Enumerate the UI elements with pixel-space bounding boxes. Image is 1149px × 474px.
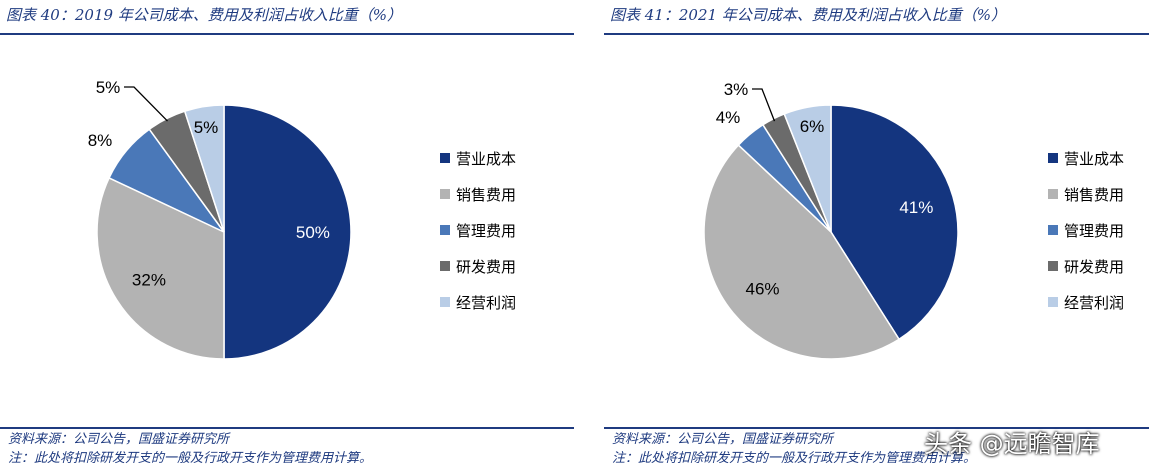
legend-swatch <box>1048 153 1058 163</box>
source-rule <box>604 427 1149 429</box>
legend-swatch <box>440 225 450 235</box>
legend-swatch <box>1048 297 1058 307</box>
leader-line <box>752 88 776 122</box>
legend-label: 研发费用 <box>1064 258 1124 276</box>
slice-label: 8% <box>88 131 113 150</box>
slice-label: 32% <box>132 271 166 290</box>
legend-swatch <box>1048 261 1058 271</box>
legend-swatch <box>1048 189 1058 199</box>
legend-label: 研发费用 <box>456 258 516 276</box>
slice-label: 3% <box>724 80 749 99</box>
legend-swatch <box>1048 225 1058 235</box>
source-text: 资料来源：公司公告，国盛证券研究所 <box>8 432 230 447</box>
legend-label: 销售费用 <box>456 186 516 204</box>
legend-label: 管理费用 <box>1064 222 1124 240</box>
pie-slice <box>703 144 901 360</box>
legend-label: 营业成本 <box>456 150 516 168</box>
chart-panel-2019: 图表 40：2019 年公司成本、费用及利润占收入比重（%） 50% 32% 8% 5… <box>0 0 574 474</box>
legend-label: 经营利润 <box>1064 294 1124 312</box>
watermark: 头条 @远瞻智库 <box>924 430 1100 458</box>
legend-swatch <box>440 189 450 199</box>
slice-label: 46% <box>745 280 779 299</box>
source-text: 资料来源：公司公告，国盛证券研究所 <box>612 432 834 447</box>
slice-label: 5% <box>194 118 219 137</box>
pie-slice <box>96 176 225 360</box>
legend-label: 经营利润 <box>456 294 516 312</box>
title-rule <box>0 33 574 35</box>
source-rule <box>0 427 574 429</box>
slice-label: 5% <box>96 78 121 97</box>
note-text: 注：此处将扣除研发开支的一般及行政开支作为管理费用计算。 <box>612 451 977 466</box>
legend-swatch <box>440 297 450 307</box>
note-text: 注：此处将扣除研发开支的一般及行政开支作为管理费用计算。 <box>8 451 373 466</box>
legend-label: 销售费用 <box>1064 186 1124 204</box>
slice-label: 6% <box>800 117 825 136</box>
pie-slice <box>783 104 832 233</box>
chart-title: 图表 40：2019 年公司成本、费用及利润占收入比重（%） <box>6 6 403 24</box>
pie-slice <box>183 104 225 233</box>
legend-label: 营业成本 <box>1064 150 1124 168</box>
legend-swatch <box>440 261 450 271</box>
slice-label: 41% <box>899 198 933 217</box>
title-rule <box>604 33 1149 35</box>
chart-title: 图表 41：2021 年公司成本、费用及利润占收入比重（%） <box>610 6 1007 24</box>
leader-line <box>124 86 168 122</box>
pie-slice <box>223 104 352 360</box>
slice-label: 50% <box>296 223 330 242</box>
slice-label: 4% <box>716 108 741 127</box>
legend-label: 管理费用 <box>456 222 516 240</box>
chart-panel-2021: 图表 41：2021 年公司成本、费用及利润占收入比重（%） 41% 46% 4% 3… <box>604 0 1149 474</box>
legend-swatch <box>440 153 450 163</box>
source-note: 资料来源：公司公告，国盛证券研究所 注：此处将扣除研发开支的一般及行政开支作为管… <box>8 430 372 468</box>
source-note: 资料来源：公司公告，国盛证券研究所 注：此处将扣除研发开支的一般及行政开支作为管… <box>612 430 976 468</box>
